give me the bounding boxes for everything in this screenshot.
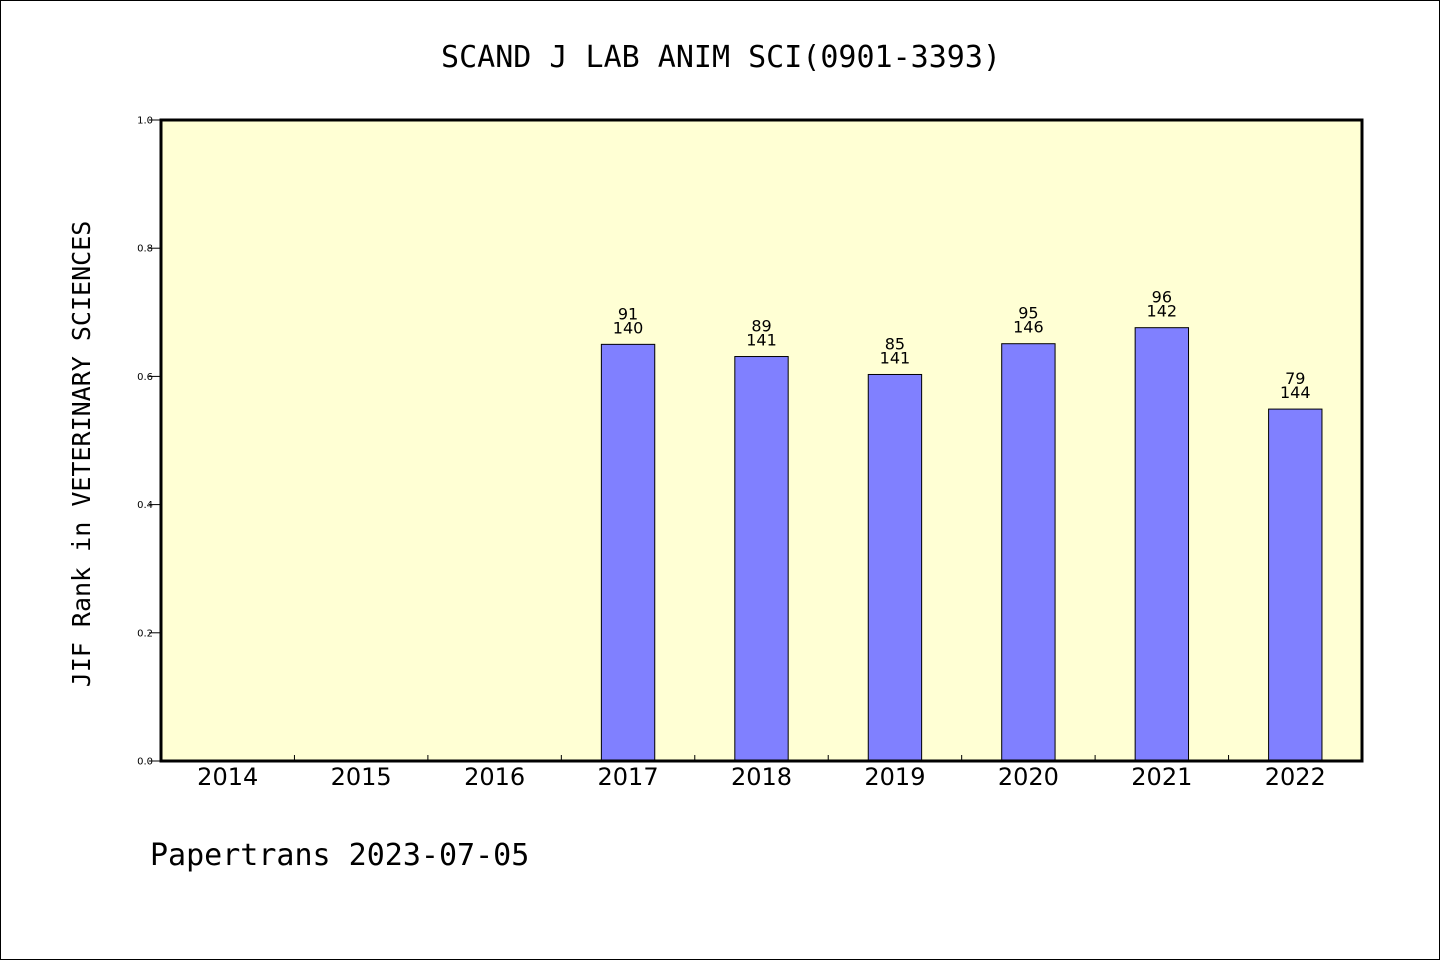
y-tick-label: 0.0: [137, 757, 153, 768]
y-tick-label: 0.2: [137, 628, 153, 639]
y-tick-label: 0.6: [137, 372, 153, 383]
data-label-rank: 96: [1152, 288, 1172, 307]
data-label-rank: 85: [885, 334, 905, 353]
y-tick-label: 0.8: [137, 244, 153, 255]
bar: [1001, 343, 1056, 762]
x-tick-label: 2014: [197, 763, 258, 791]
data-label-total: 140: [613, 318, 644, 337]
data-label-total: 141: [746, 331, 777, 350]
bar: [867, 373, 923, 762]
data-label-total: 144: [1280, 383, 1311, 402]
x-tick-label: 2021: [1131, 763, 1192, 791]
x-tick-label: 2019: [864, 763, 925, 791]
plot-border: [159, 118, 1364, 763]
x-tick-label: 2022: [1265, 763, 1326, 791]
y-tick-label: 1.0: [137, 116, 153, 127]
y-axis-label: JIF Rank in VETERINARY SCIENCES: [67, 221, 96, 688]
x-tick-label: 2020: [998, 763, 1059, 791]
x-tick-label: 2016: [464, 763, 525, 791]
bar: [1134, 327, 1190, 762]
bar: [734, 356, 789, 762]
chart-title: SCAND J LAB ANIM SCI(0901-3393): [441, 40, 1001, 75]
data-label-total: 146: [1013, 318, 1044, 337]
x-axis-tick-labels: 2014 2015 2016 2017 2018 2019 2020 2021 2022: [197, 763, 1326, 791]
x-tick-label: 2018: [731, 763, 792, 791]
y-tick-label: 0.4: [137, 500, 153, 511]
x-tick-label: 2015: [331, 763, 392, 791]
footer-text: Papertrans 2023-07-05: [150, 838, 529, 873]
data-label-rank: 89: [751, 317, 771, 336]
data-label-rank: 95: [1018, 304, 1038, 323]
data-label-rank: 91: [618, 304, 638, 323]
data-label-rank: 79: [1285, 369, 1305, 388]
data-label-total: 142: [1147, 302, 1178, 321]
bar: [600, 343, 656, 762]
bar: [1268, 408, 1323, 762]
bars: [600, 327, 1323, 762]
x-tick-label: 2017: [598, 763, 659, 791]
data-label-total: 141: [880, 348, 911, 367]
y-axis-ticks: 0.0 0.2 0.4 0.6 0.8 1.0: [137, 116, 161, 768]
